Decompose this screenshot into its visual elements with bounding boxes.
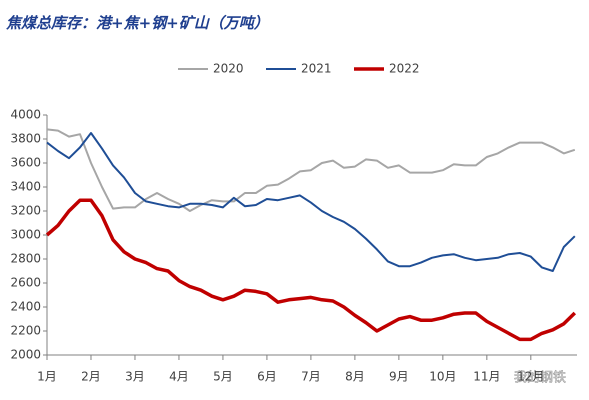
legend-label: 2022 <box>389 62 420 76</box>
x-tick-label: 8月 <box>345 370 365 384</box>
chart-title: 焦煤总库存：港+焦+钢+矿山（万吨） <box>6 14 269 32</box>
y-tick-label: 3400 <box>10 180 41 194</box>
x-tick-label: 9月 <box>389 370 409 384</box>
series-line <box>46 128 576 212</box>
x-tick-label: 6月 <box>257 370 277 384</box>
plot <box>45 128 577 342</box>
x-tick-label: 2月 <box>81 370 101 384</box>
y-tick-label: 2400 <box>10 300 41 314</box>
y-tick-label: 4000 <box>10 108 41 122</box>
series-line <box>46 132 576 272</box>
y-tick-label: 3000 <box>10 228 41 242</box>
series-line <box>45 198 577 342</box>
y-tick-label: 2000 <box>10 348 41 362</box>
x-tick-label: 5月 <box>213 370 233 384</box>
watermark: 我的钢铁 <box>514 370 566 386</box>
y-tick-label: 3800 <box>10 132 41 146</box>
x-tick-label: 3月 <box>125 370 145 384</box>
x-tick-label: 10月 <box>429 370 456 384</box>
y-tick-label: 2600 <box>10 276 41 290</box>
y-tick-label: 3600 <box>10 156 41 170</box>
legend-label: 2020 <box>213 62 244 76</box>
legend-label: 2021 <box>301 62 332 76</box>
x-tick-label: 11月 <box>473 370 500 384</box>
x-tick-label: 7月 <box>301 370 321 384</box>
y-tick-label: 2800 <box>10 252 41 266</box>
x-tick-label: 12月 <box>517 370 544 384</box>
x-tick-label: 4月 <box>169 370 189 384</box>
x-tick-label: 1月 <box>37 370 57 384</box>
y-tick-label: 2200 <box>10 324 41 338</box>
y-tick-label: 3200 <box>10 204 41 218</box>
